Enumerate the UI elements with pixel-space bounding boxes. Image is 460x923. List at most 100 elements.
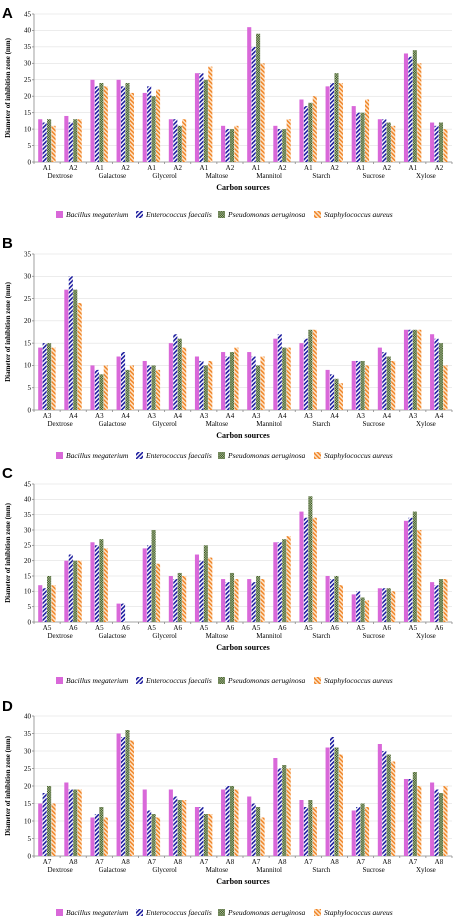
bar-pseudomonas-aeruginosa — [438, 343, 444, 410]
bar-staphylococcus-aureus — [391, 125, 396, 162]
bar-bacillus-megaterium — [273, 758, 278, 856]
bar-pseudomonas-aeruginosa — [412, 772, 417, 856]
group-label: Sucrose — [363, 632, 385, 640]
x-tick-label: A6 — [330, 624, 339, 632]
bar-enterococcus-faecalis — [199, 560, 204, 622]
bar-pseudomonas-aeruginosa — [334, 576, 339, 622]
bar-bacillus-megaterium — [64, 115, 69, 162]
bar-pseudomonas-aeruginosa — [203, 365, 208, 410]
bar-staphylococcus-aureus — [51, 347, 56, 410]
bar-staphylococcus-aureus — [391, 761, 396, 856]
x-tick-label: A3 — [200, 412, 209, 420]
x-tick-label: A3 — [252, 412, 261, 420]
bar-bacillus-megaterium — [168, 119, 173, 162]
legend-label: Enterococcus faecalis — [145, 451, 212, 460]
x-tick-label: A5 — [409, 624, 418, 632]
y-tick-label: 0 — [28, 158, 32, 166]
legend-swatch — [314, 211, 321, 218]
group-label: Mannitol — [256, 866, 282, 874]
bar-bacillus-megaterium — [377, 119, 382, 162]
group-label: Xylose — [416, 172, 436, 180]
y-tick-label: 40 — [24, 712, 32, 720]
legend-swatch — [136, 677, 143, 684]
bar-pseudomonas-aeruginosa — [151, 530, 156, 622]
x-tick-label: A8 — [226, 858, 235, 866]
y-tick-label: 20 — [24, 317, 32, 325]
bar-staphylococcus-aureus — [51, 585, 56, 622]
bar-pseudomonas-aeruginosa — [386, 588, 391, 622]
bar-staphylococcus-aureus — [365, 807, 370, 856]
y-tick-label: 25 — [24, 295, 32, 303]
bar-enterococcus-faecalis — [303, 517, 308, 622]
bar-bacillus-megaterium — [299, 99, 304, 162]
bar-staphylococcus-aureus — [182, 119, 187, 162]
bar-pseudomonas-aeruginosa — [177, 800, 182, 856]
x-tick-label: A5 — [252, 624, 261, 632]
bar-bacillus-megaterium — [403, 520, 409, 622]
group-label: Dextrose — [47, 866, 72, 874]
y-tick-label: 15 — [24, 800, 32, 808]
group-label: Xylose — [416, 866, 436, 874]
bar-pseudomonas-aeruginosa — [99, 374, 104, 410]
bar-pseudomonas-aeruginosa — [177, 338, 182, 410]
x-tick-label: A6 — [435, 624, 444, 632]
bar-bacillus-megaterium — [430, 122, 435, 162]
y-tick-label: 45 — [24, 480, 32, 488]
bar-enterococcus-faecalis — [251, 356, 256, 410]
bar-pseudomonas-aeruginosa — [151, 814, 156, 856]
bar-enterococcus-faecalis — [68, 789, 73, 856]
bar-pseudomonas-aeruginosa — [177, 125, 182, 162]
bar-enterococcus-faecalis — [434, 789, 439, 856]
bar-staphylococcus-aureus — [156, 817, 161, 856]
panel-letter: B — [2, 235, 13, 252]
bar-enterococcus-faecalis — [303, 106, 308, 162]
bar-staphylococcus-aureus — [103, 548, 108, 622]
legend: Bacillus megaterium Enterococcus faecalis… — [56, 908, 393, 917]
bar-staphylococcus-aureus — [208, 557, 213, 622]
group-label: Glycerol — [152, 172, 177, 180]
bar-bacillus-megaterium — [273, 338, 278, 410]
panel-D: D 0 5 10 15 20 25 30 35 40 Diameter of inhibition … — [2, 698, 453, 917]
x-tick-label: A1 — [95, 164, 104, 172]
legend-swatch — [314, 677, 321, 684]
bar-enterococcus-faecalis — [330, 737, 335, 856]
bar-enterococcus-faecalis — [434, 585, 439, 622]
bar-enterococcus-faecalis — [251, 582, 256, 622]
bar-bacillus-megaterium — [273, 542, 278, 622]
bar-pseudomonas-aeruginosa — [47, 343, 52, 410]
bar-bacillus-megaterium — [325, 576, 330, 622]
y-tick-label: 0 — [28, 852, 32, 860]
bar-pseudomonas-aeruginosa — [386, 356, 391, 410]
bar-pseudomonas-aeruginosa — [73, 119, 78, 162]
bar-staphylococcus-aureus — [260, 579, 265, 622]
bar-bacillus-megaterium — [38, 585, 43, 622]
y-tick-label: 10 — [24, 125, 32, 133]
bar-pseudomonas-aeruginosa — [229, 352, 235, 410]
bar-enterococcus-faecalis — [277, 768, 282, 856]
y-axis-label: Diameter of inhibition zone (mm) — [4, 735, 12, 835]
bar-staphylococcus-aureus — [260, 356, 265, 410]
bar-bacillus-megaterium — [299, 343, 304, 410]
bar-pseudomonas-aeruginosa — [229, 572, 235, 622]
bar-bacillus-megaterium — [351, 810, 356, 856]
legend-label: Bacillus megaterium — [66, 908, 129, 917]
bar-staphylococcus-aureus — [234, 789, 239, 856]
bar-staphylococcus-aureus — [156, 89, 161, 162]
group-label: Maltose — [206, 420, 229, 428]
bar-pseudomonas-aeruginosa — [203, 545, 208, 622]
bar-staphylococcus-aureus — [156, 369, 161, 410]
bar-bacillus-megaterium — [142, 548, 147, 622]
y-tick-label: 30 — [24, 273, 32, 281]
x-tick-label: A5 — [356, 624, 365, 632]
bar-enterococcus-faecalis — [225, 582, 230, 622]
bar-enterococcus-faecalis — [382, 588, 387, 622]
bar-pseudomonas-aeruginosa — [73, 560, 78, 622]
bar-enterococcus-faecalis — [303, 338, 308, 410]
bar-staphylococcus-aureus — [443, 786, 448, 856]
bar-bacillus-megaterium — [247, 579, 252, 622]
x-tick-label: A7 — [409, 858, 418, 866]
bar-pseudomonas-aeruginosa — [47, 576, 52, 622]
y-tick-label: 45 — [24, 10, 32, 18]
y-tick-label: 15 — [24, 572, 32, 580]
bar-enterococcus-faecalis — [408, 517, 413, 622]
